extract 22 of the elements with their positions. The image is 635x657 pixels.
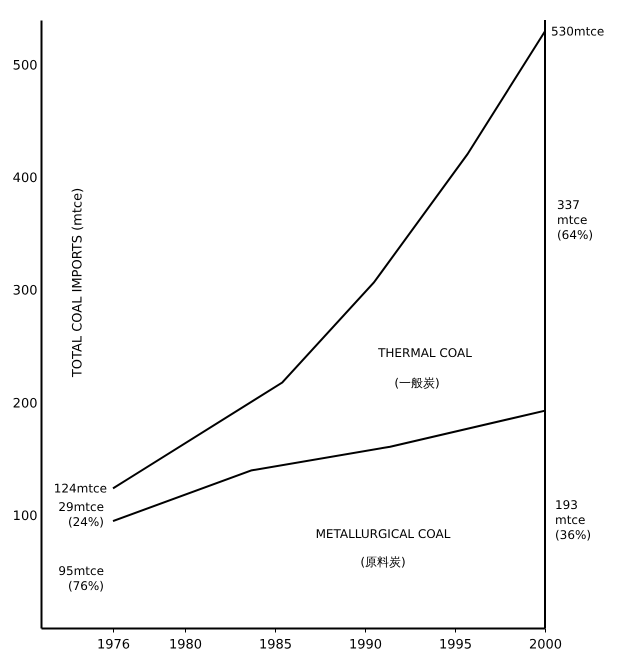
x-tick-label: 1995 <box>438 638 472 652</box>
x-tick-label: 1985 <box>258 638 292 652</box>
x-tick-label: 1980 <box>168 638 202 652</box>
annotation: (原料炭) <box>360 555 406 569</box>
y-tick-label: 400 <box>12 171 38 186</box>
annotation: (一般炭) <box>394 376 440 390</box>
y-tick-label: 200 <box>12 396 38 412</box>
annotation: 29mtce (24%) <box>58 500 104 529</box>
x-tick-label: 2000 <box>528 638 562 652</box>
x-tick-label: 1976 <box>96 638 130 652</box>
annotation: THERMAL COAL <box>377 346 472 360</box>
annotation: 530mtce <box>551 24 604 38</box>
x-tick-label: 1990 <box>348 638 382 652</box>
y-tick-label: 300 <box>12 284 38 299</box>
annotation: METALLURGICAL COAL <box>316 527 451 541</box>
text: 337 mtce (64%) <box>557 198 594 242</box>
annotation: 124mtce <box>54 481 107 496</box>
y-tick-label: 500 <box>12 58 38 74</box>
y-tick-label: 100 <box>12 508 38 524</box>
annotation: 95mtce (76%) <box>58 564 104 593</box>
y-axis-title: TOTAL COAL IMPORTS (mtce) <box>70 188 86 378</box>
text: 193 mtce (36%) <box>555 498 592 542</box>
